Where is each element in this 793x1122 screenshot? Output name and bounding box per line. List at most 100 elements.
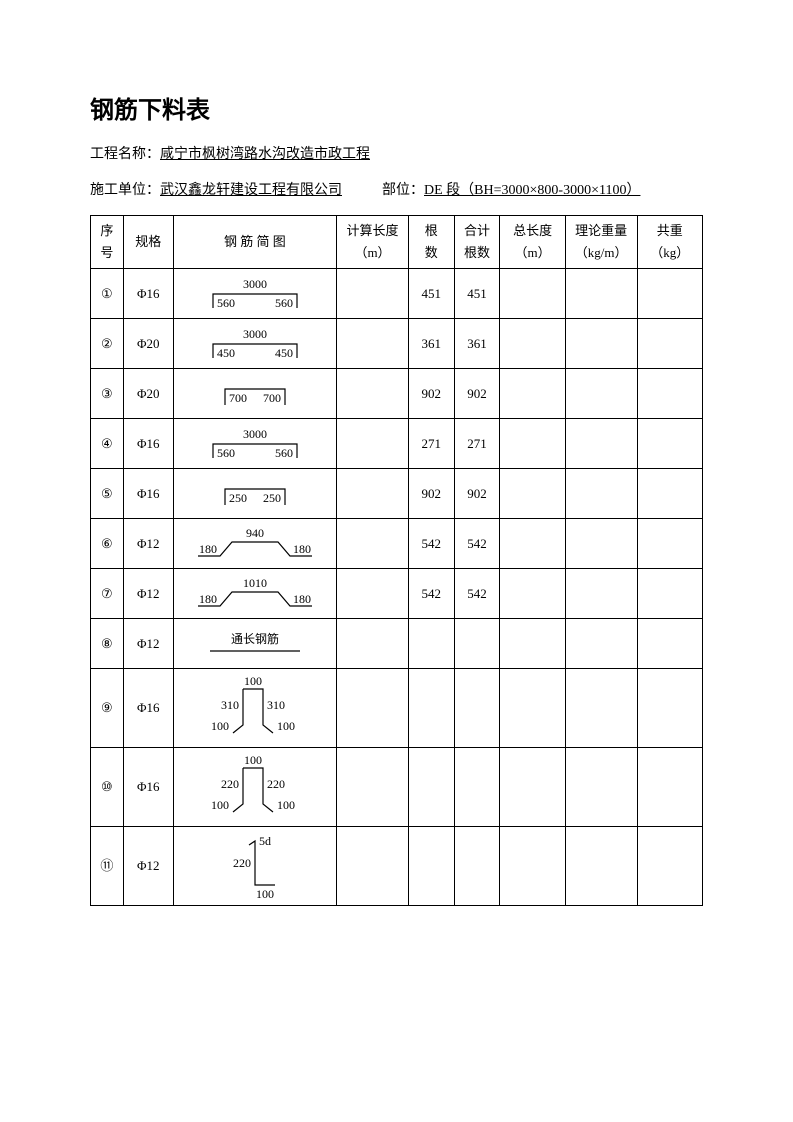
cell-spec: Φ16 bbox=[123, 669, 173, 748]
table-row: ⑤Φ16250250902902 bbox=[91, 469, 703, 519]
svg-text:180: 180 bbox=[293, 592, 311, 606]
cell-seq: ⑦ bbox=[91, 569, 124, 619]
cell-cnt: 271 bbox=[408, 419, 454, 469]
cell-wgt bbox=[565, 669, 637, 748]
cell-sum bbox=[454, 748, 500, 827]
col-cnt: 根数 bbox=[408, 216, 454, 269]
cell-seq: ③ bbox=[91, 369, 124, 419]
cell-sum: 361 bbox=[454, 319, 500, 369]
cell-spec: Φ20 bbox=[123, 319, 173, 369]
svg-text:450: 450 bbox=[217, 346, 235, 360]
table-row: ⑩Φ16100220220100100 bbox=[91, 748, 703, 827]
cell-wgt bbox=[565, 369, 637, 419]
cell-diagram: 700700 bbox=[173, 369, 336, 419]
table-head: 序号 规格 钢 筋 简 图 计算长度（m） 根数 合计根数 总长度（m） 理论重… bbox=[91, 216, 703, 269]
cell-len bbox=[500, 319, 565, 369]
cell-calc bbox=[337, 369, 409, 419]
cell-calc bbox=[337, 827, 409, 906]
project-name: 咸宁市枫树湾路水沟改造市政工程 bbox=[160, 147, 370, 162]
col-calc: 计算长度（m） bbox=[337, 216, 409, 269]
svg-text:100: 100 bbox=[256, 887, 274, 901]
svg-text:180: 180 bbox=[199, 542, 217, 556]
cell-calc bbox=[337, 519, 409, 569]
cell-calc bbox=[337, 419, 409, 469]
cell-seq: ② bbox=[91, 319, 124, 369]
cell-seq: ⑥ bbox=[91, 519, 124, 569]
svg-text:180: 180 bbox=[199, 592, 217, 606]
cell-spec: Φ20 bbox=[123, 369, 173, 419]
cell-calc bbox=[337, 469, 409, 519]
cell-calc bbox=[337, 569, 409, 619]
cell-calc bbox=[337, 748, 409, 827]
table-row: ⑨Φ16100310310100100 bbox=[91, 669, 703, 748]
svg-text:220: 220 bbox=[233, 856, 251, 870]
cell-seq: ⑪ bbox=[91, 827, 124, 906]
cell-calc bbox=[337, 319, 409, 369]
meta-section: 部位：DE 段（BH=3000×800-3000×1100） bbox=[382, 179, 640, 199]
cell-spec: Φ16 bbox=[123, 748, 173, 827]
cell-len bbox=[500, 419, 565, 469]
cell-cnt: 361 bbox=[408, 319, 454, 369]
cell-tot bbox=[637, 669, 702, 748]
unit-label: 施工单位： bbox=[90, 183, 160, 198]
section-label: 部位： bbox=[382, 183, 424, 198]
cell-calc bbox=[337, 669, 409, 748]
cell-wgt bbox=[565, 319, 637, 369]
svg-text:560: 560 bbox=[275, 446, 293, 460]
table-row: ③Φ20700700 902902 bbox=[91, 369, 703, 419]
col-tot: 共重（kg） bbox=[637, 216, 702, 269]
cell-cnt bbox=[408, 669, 454, 748]
cell-diagram: 100220220100100 bbox=[173, 748, 336, 827]
cell-tot bbox=[637, 519, 702, 569]
cell-sum: 451 bbox=[454, 269, 500, 319]
cell-cnt: 451 bbox=[408, 269, 454, 319]
rebar-table: 序号 规格 钢 筋 简 图 计算长度（m） 根数 合计根数 总长度（m） 理论重… bbox=[90, 215, 703, 906]
cell-sum bbox=[454, 669, 500, 748]
cell-spec: Φ12 bbox=[123, 519, 173, 569]
svg-text:220: 220 bbox=[221, 777, 239, 791]
cell-wgt bbox=[565, 519, 637, 569]
svg-text:3000: 3000 bbox=[243, 277, 267, 291]
cell-len bbox=[500, 269, 565, 319]
cell-diagram: 3000560560 bbox=[173, 419, 336, 469]
cell-cnt bbox=[408, 748, 454, 827]
svg-text:220: 220 bbox=[267, 777, 285, 791]
cell-len bbox=[500, 748, 565, 827]
svg-text:310: 310 bbox=[267, 698, 285, 712]
table-body: ①Φ163000560560451451②Φ203000450450361361… bbox=[91, 269, 703, 906]
cell-spec: Φ16 bbox=[123, 419, 173, 469]
svg-text:100: 100 bbox=[277, 719, 295, 733]
cell-spec: Φ16 bbox=[123, 269, 173, 319]
cell-seq: ⑤ bbox=[91, 469, 124, 519]
page-title: 钢筋下料表 bbox=[90, 90, 703, 125]
cell-len bbox=[500, 619, 565, 669]
section-name: DE 段（BH=3000×800-3000×1100） bbox=[424, 183, 640, 198]
cell-sum: 902 bbox=[454, 469, 500, 519]
svg-text:940: 940 bbox=[246, 526, 264, 540]
cell-len bbox=[500, 669, 565, 748]
col-sum: 合计根数 bbox=[454, 216, 500, 269]
header-row: 序号 规格 钢 筋 简 图 计算长度（m） 根数 合计根数 总长度（m） 理论重… bbox=[91, 216, 703, 269]
table-row: ⑦Φ121010180180542542 bbox=[91, 569, 703, 619]
cell-diagram: 通长钢筋 bbox=[173, 619, 336, 669]
cell-cnt: 902 bbox=[408, 469, 454, 519]
project-label: 工程名称： bbox=[90, 147, 160, 162]
table-row: ④Φ163000560560271271 bbox=[91, 419, 703, 469]
svg-text:250: 250 bbox=[229, 491, 247, 505]
cell-cnt: 902 bbox=[408, 369, 454, 419]
cell-len bbox=[500, 469, 565, 519]
cell-diagram: 5d220100 bbox=[173, 827, 336, 906]
col-len: 总长度（m） bbox=[500, 216, 565, 269]
cell-diagram: 1010180180 bbox=[173, 569, 336, 619]
col-diag: 钢 筋 简 图 bbox=[173, 216, 336, 269]
col-wgt: 理论重量（kg/m） bbox=[565, 216, 637, 269]
cell-sum: 902 bbox=[454, 369, 500, 419]
cell-len bbox=[500, 369, 565, 419]
svg-text:450: 450 bbox=[275, 346, 293, 360]
cell-tot bbox=[637, 569, 702, 619]
cell-seq: ① bbox=[91, 269, 124, 319]
cell-diagram: 3000560560 bbox=[173, 269, 336, 319]
cell-diagram: 3000450450 bbox=[173, 319, 336, 369]
cell-cnt bbox=[408, 619, 454, 669]
unit-name: 武汉鑫龙轩建设工程有限公司 bbox=[160, 183, 342, 198]
